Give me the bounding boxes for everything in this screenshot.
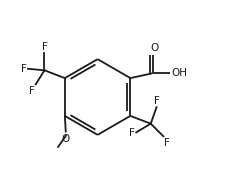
Text: F: F — [41, 42, 48, 52]
Text: OH: OH — [171, 68, 187, 78]
Text: O: O — [62, 134, 70, 144]
Text: F: F — [21, 64, 27, 74]
Text: F: F — [29, 86, 35, 96]
Text: F: F — [164, 138, 170, 148]
Text: F: F — [154, 96, 160, 106]
Text: O: O — [150, 43, 158, 53]
Text: F: F — [129, 128, 135, 138]
